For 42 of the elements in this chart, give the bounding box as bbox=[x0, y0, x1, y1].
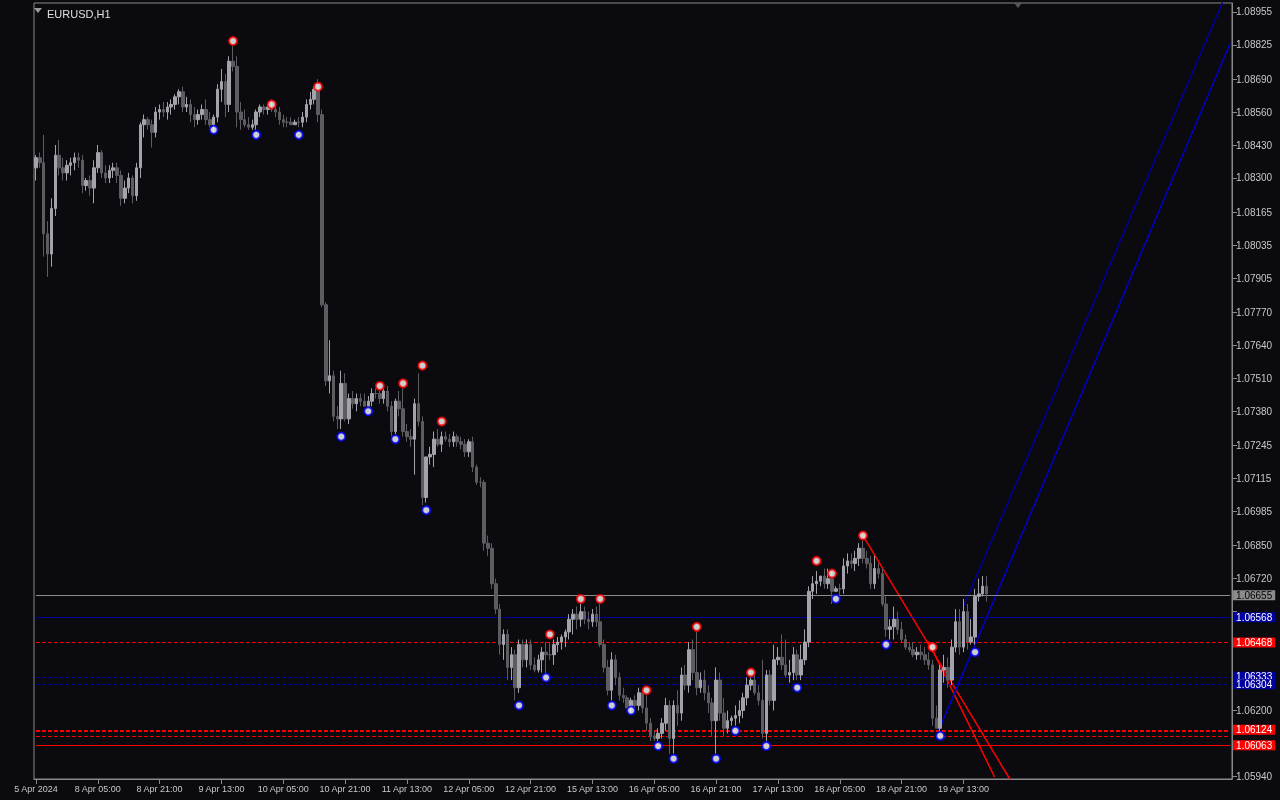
x-tick-label: 8 Apr 05:00 bbox=[74, 783, 121, 794]
x-tick-label: 18 Apr 21:00 bbox=[876, 783, 928, 794]
chart-title: EURUSD,H1 bbox=[47, 7, 111, 20]
y-tick-label: 1.05940 bbox=[1236, 770, 1273, 782]
ref-line-label: 1.06568 bbox=[1236, 611, 1273, 623]
x-tick-label: 11 Apr 13:00 bbox=[381, 783, 433, 794]
y-tick-label: 1.08955 bbox=[1236, 6, 1273, 18]
x-tick-label: 9 Apr 13:00 bbox=[198, 783, 245, 794]
ref-line-label: 1.06124 bbox=[1236, 724, 1273, 736]
y-tick-label: 1.07115 bbox=[1236, 472, 1272, 484]
y-tick-label: 1.06720 bbox=[1236, 573, 1273, 585]
x-tick-label: 16 Apr 21:00 bbox=[690, 783, 742, 794]
ref-line-label: 1.06655 bbox=[1236, 589, 1273, 601]
y-tick-label: 1.06200 bbox=[1236, 705, 1273, 717]
x-tick-label: 17 Apr 13:00 bbox=[752, 783, 804, 794]
y-tick-label: 1.08300 bbox=[1236, 172, 1273, 184]
x-tick-label: 10 Apr 21:00 bbox=[319, 783, 371, 794]
x-tick-label: 5 Apr 2024 bbox=[14, 783, 58, 794]
y-tick-label: 1.08825 bbox=[1236, 39, 1273, 51]
ref-line-label: 1.06468 bbox=[1236, 637, 1273, 649]
x-tick-label: 10 Apr 05:00 bbox=[257, 783, 309, 794]
x-tick-label: 18 Apr 05:00 bbox=[814, 783, 866, 794]
x-tick-label: 19 Apr 13:00 bbox=[937, 783, 989, 794]
y-tick-label: 1.07770 bbox=[1236, 306, 1273, 318]
y-tick-label: 1.08430 bbox=[1236, 139, 1273, 151]
y-tick-label: 1.07905 bbox=[1236, 272, 1273, 284]
y-tick-label: 1.06850 bbox=[1236, 540, 1273, 552]
y-tick-label: 1.07380 bbox=[1236, 405, 1273, 417]
y-tick-label: 1.06985 bbox=[1236, 505, 1273, 517]
y-tick-label: 1.08035 bbox=[1236, 239, 1273, 251]
x-tick-label: 8 Apr 21:00 bbox=[136, 783, 183, 794]
y-tick-label: 1.07245 bbox=[1236, 440, 1273, 452]
x-tick-label: 12 Apr 21:00 bbox=[505, 783, 557, 794]
x-tick-label: 12 Apr 05:00 bbox=[443, 783, 495, 794]
y-tick-label: 1.08165 bbox=[1236, 206, 1273, 218]
x-tick-label: 15 Apr 13:00 bbox=[566, 783, 618, 794]
ref-line-label: 1.06063 bbox=[1236, 739, 1273, 751]
y-tick-label: 1.07510 bbox=[1236, 372, 1273, 384]
y-tick-label: 1.08690 bbox=[1236, 73, 1273, 85]
y-tick-label: 1.07640 bbox=[1236, 339, 1273, 351]
y-tick-label: 1.08560 bbox=[1236, 106, 1273, 118]
x-tick-label: 16 Apr 05:00 bbox=[628, 783, 680, 794]
